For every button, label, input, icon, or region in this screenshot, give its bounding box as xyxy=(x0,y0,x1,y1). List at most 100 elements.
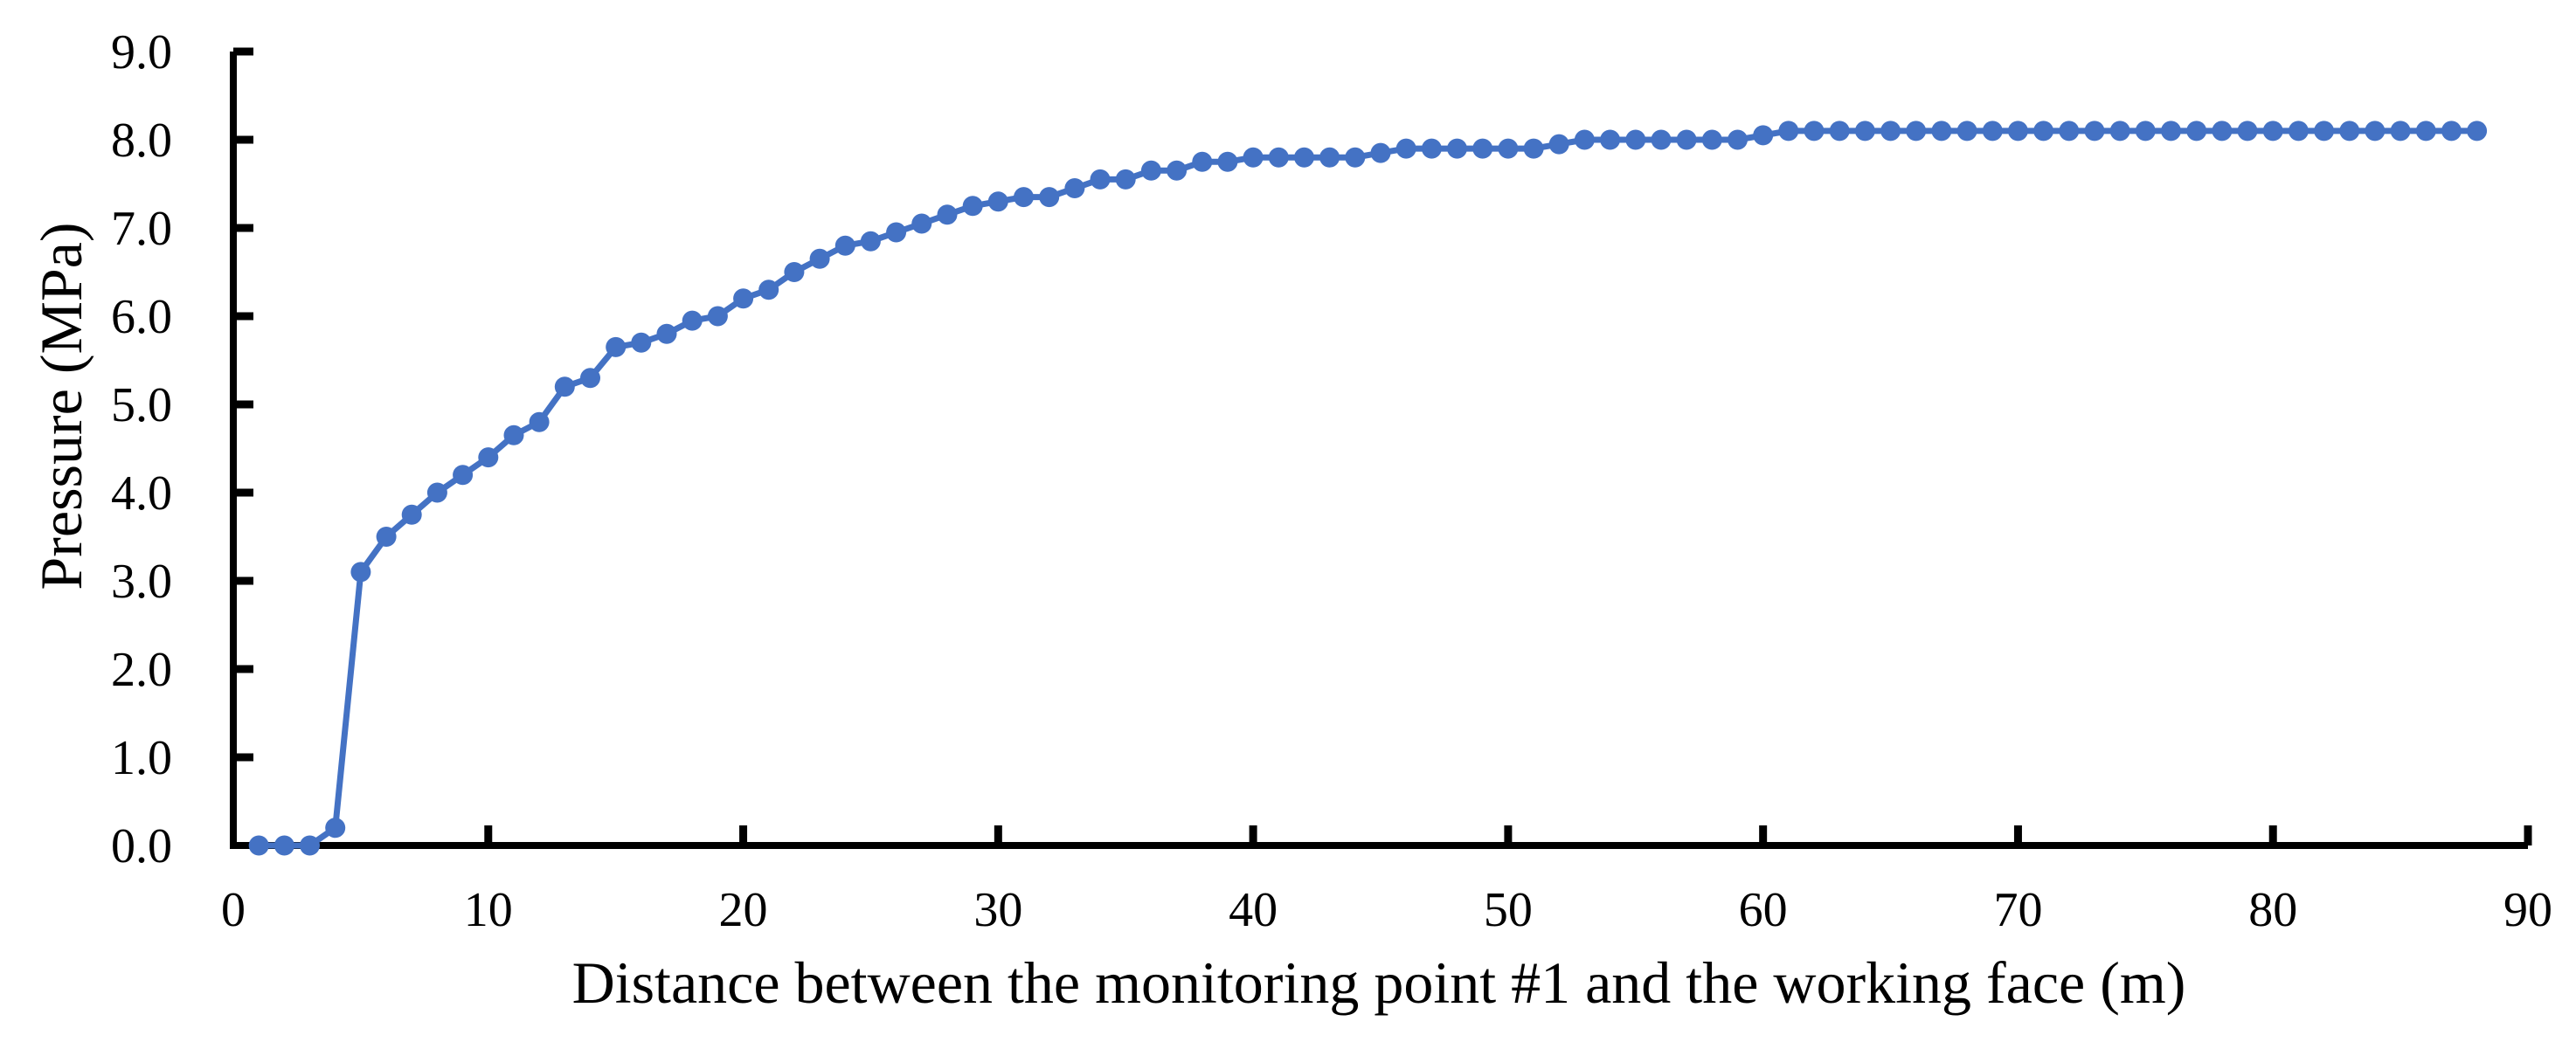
data-point-marker xyxy=(1880,121,1901,141)
data-point-marker xyxy=(2262,121,2283,141)
data-point-marker xyxy=(1548,134,1569,155)
data-point-marker xyxy=(606,336,627,357)
data-point-marker xyxy=(1192,151,1213,172)
x-tick-label: 70 xyxy=(1993,883,2042,937)
data-point-marker xyxy=(1115,169,1136,190)
data-point-marker xyxy=(707,306,728,327)
y-tick-label: 2.0 xyxy=(111,643,172,697)
data-point-marker xyxy=(2059,121,2080,141)
data-point-marker xyxy=(2084,121,2105,141)
data-point-marker xyxy=(325,818,346,839)
data-point-marker xyxy=(1600,129,1621,150)
data-point-marker xyxy=(2314,121,2335,141)
data-point-marker xyxy=(1651,129,1672,150)
series-line xyxy=(259,128,2477,849)
data-point-marker xyxy=(2033,121,2054,141)
data-point-marker xyxy=(631,332,652,353)
data-point-marker xyxy=(758,280,779,300)
data-point-marker xyxy=(1574,129,1595,150)
data-point-marker xyxy=(2109,121,2130,141)
data-point-marker xyxy=(1956,121,1977,141)
data-point-marker xyxy=(274,835,294,856)
data-point-marker xyxy=(2365,121,2386,141)
data-point-marker xyxy=(1039,187,1060,208)
data-point-marker xyxy=(2237,121,2258,141)
data-point-marker xyxy=(2212,121,2233,141)
y-tick-label: 5.0 xyxy=(111,378,172,432)
data-point-marker xyxy=(1345,147,1366,168)
series xyxy=(248,121,2488,856)
data-point-marker xyxy=(2339,121,2360,141)
data-point-marker xyxy=(809,248,830,269)
y-tick-label: 3.0 xyxy=(111,555,172,609)
data-point-marker xyxy=(453,465,474,486)
data-point-marker xyxy=(2288,121,2309,141)
x-tick-label: 60 xyxy=(1739,883,1788,937)
data-point-marker xyxy=(1498,138,1519,159)
data-point-marker xyxy=(911,213,932,234)
data-point-marker xyxy=(248,835,269,856)
y-tick-label: 7.0 xyxy=(111,202,172,256)
y-tick-label: 1.0 xyxy=(111,731,172,785)
axes xyxy=(230,47,2532,849)
data-point-marker xyxy=(682,310,703,331)
data-point-marker xyxy=(1243,147,1264,168)
data-point-marker xyxy=(2135,121,2156,141)
data-point-marker xyxy=(2441,121,2462,141)
data-point-marker xyxy=(580,368,600,389)
x-tick-label: 40 xyxy=(1229,883,1278,937)
data-point-marker xyxy=(2007,121,2028,141)
data-point-marker xyxy=(2186,121,2207,141)
data-point-marker xyxy=(1395,138,1416,159)
data-point-marker xyxy=(1140,160,1161,181)
data-point-marker xyxy=(1982,121,2003,141)
y-tick-label: 8.0 xyxy=(111,114,172,168)
data-point-marker xyxy=(1421,138,1442,159)
y-tick-label: 0.0 xyxy=(111,819,172,873)
data-point-marker xyxy=(2467,121,2488,141)
data-point-marker xyxy=(554,376,575,397)
data-point-marker xyxy=(1370,142,1391,163)
data-point-marker xyxy=(1829,121,1850,141)
data-point-marker xyxy=(426,482,447,503)
data-point-marker xyxy=(784,262,805,282)
data-point-marker xyxy=(1090,169,1111,190)
data-point-marker xyxy=(1778,121,1799,141)
x-tick-label: 10 xyxy=(464,883,513,937)
data-point-marker xyxy=(2415,121,2436,141)
x-tick-label: 80 xyxy=(2248,883,2297,937)
x-tick-label: 50 xyxy=(1484,883,1533,937)
data-point-marker xyxy=(478,447,499,468)
data-point-marker xyxy=(350,562,371,583)
data-point-marker xyxy=(2161,121,2181,141)
x-tick-label: 90 xyxy=(2503,883,2552,937)
data-point-marker xyxy=(300,835,320,856)
data-point-marker xyxy=(1294,147,1314,168)
x-tick-label: 30 xyxy=(973,883,1022,937)
data-point-marker xyxy=(1447,138,1467,159)
data-point-marker xyxy=(1676,129,1697,150)
data-point-marker xyxy=(962,196,983,217)
data-point-marker xyxy=(1906,121,1927,141)
data-point-marker xyxy=(1728,129,1748,150)
data-point-marker xyxy=(1268,147,1289,168)
y-tick-label: 9.0 xyxy=(111,25,172,79)
data-point-marker xyxy=(1625,129,1646,150)
data-point-marker xyxy=(376,527,397,547)
data-point-marker xyxy=(1804,121,1825,141)
data-point-marker xyxy=(529,411,550,432)
data-point-marker xyxy=(1931,121,1952,141)
data-point-marker xyxy=(656,323,677,344)
y-tick-label: 4.0 xyxy=(111,466,172,521)
data-point-marker xyxy=(860,231,881,252)
data-point-marker xyxy=(1167,160,1188,181)
x-tick-label: 0 xyxy=(221,883,246,937)
data-point-marker xyxy=(886,222,907,243)
data-point-marker xyxy=(834,235,855,256)
data-point-marker xyxy=(937,204,958,225)
y-tick-label: 6.0 xyxy=(111,290,172,344)
data-point-marker xyxy=(401,504,422,525)
data-point-marker xyxy=(503,424,524,445)
